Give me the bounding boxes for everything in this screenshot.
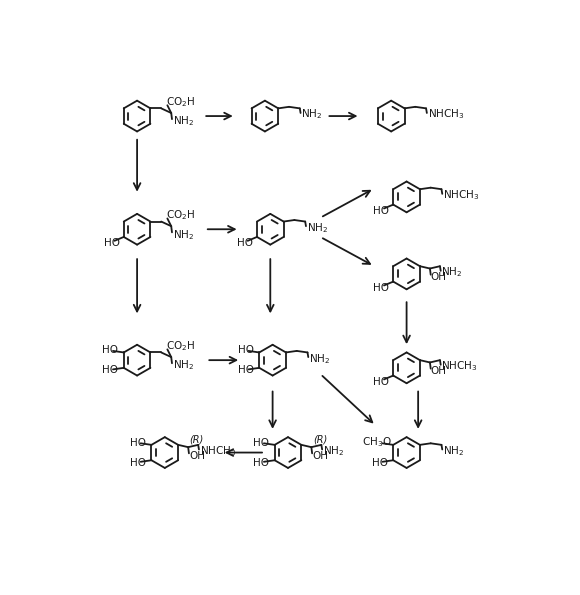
Text: CO$_2$H: CO$_2$H [166,208,195,223]
Text: NHCH$_3$: NHCH$_3$ [443,189,480,202]
Text: NH$_2$: NH$_2$ [443,444,464,458]
Text: HO: HO [238,345,253,355]
Text: HO: HO [102,365,118,375]
Text: (R): (R) [313,434,327,444]
Text: HO: HO [130,458,146,468]
Text: HO: HO [253,458,269,468]
Text: CO$_2$H: CO$_2$H [166,339,195,353]
Text: HO: HO [130,437,146,447]
Text: NH$_2$: NH$_2$ [173,228,194,242]
Text: NH$_2$: NH$_2$ [173,359,194,372]
Text: NHCH$_3$: NHCH$_3$ [427,108,464,121]
Text: OH: OH [431,366,447,376]
Text: NH$_2$: NH$_2$ [441,265,463,279]
Text: CH$_3$O: CH$_3$O [362,436,392,449]
Text: OH: OH [312,450,328,461]
Text: HO: HO [374,283,389,293]
Text: NHCH$_3$: NHCH$_3$ [441,359,478,373]
Text: HO: HO [102,345,118,355]
Text: NH$_2$: NH$_2$ [307,221,328,234]
Text: NH$_2$: NH$_2$ [173,115,194,129]
Text: NHCH$_3$: NHCH$_3$ [200,444,236,458]
Text: NH$_2$: NH$_2$ [302,108,322,121]
Text: (R): (R) [190,434,204,444]
Text: OH: OH [189,450,205,461]
Text: NH$_2$: NH$_2$ [309,352,330,365]
Text: HO: HO [374,377,389,387]
Text: HO: HO [374,206,389,216]
Text: HO: HO [104,238,119,248]
Text: HO: HO [372,458,387,468]
Text: OH: OH [431,272,447,282]
Text: HO: HO [237,238,253,248]
Text: CO$_2$H: CO$_2$H [166,95,195,109]
Text: HO: HO [238,365,253,375]
Text: NH$_2$: NH$_2$ [323,444,344,458]
Text: HO: HO [253,437,269,447]
